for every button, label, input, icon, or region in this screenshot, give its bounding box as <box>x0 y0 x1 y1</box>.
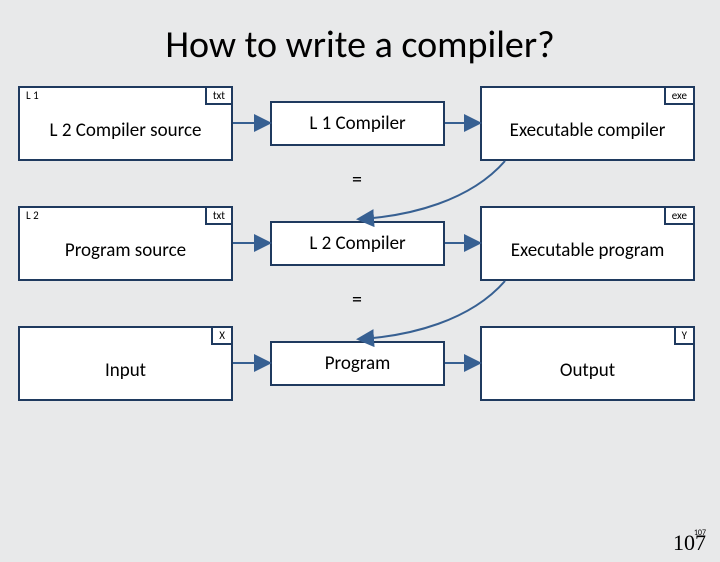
type-tag-x: X <box>211 328 231 345</box>
label-mid2: L 2 Compiler <box>309 232 405 255</box>
lang-tag-l2: L 2 <box>20 208 45 223</box>
box-out2: exe Executable program <box>480 206 695 281</box>
lang-tag-l1: L 1 <box>20 88 45 103</box>
equals-2: = <box>352 288 362 312</box>
box-mid3: Program <box>270 341 445 386</box>
label-mid1: L 1 Compiler <box>309 112 405 135</box>
box-src2: L 2 txt Program source <box>18 206 233 281</box>
label-out1: Executable compiler <box>510 119 666 142</box>
diagram-stage: L 1 txt L 2 Compiler source L 1 Compiler… <box>0 86 720 546</box>
box-src3: X Input <box>18 326 233 401</box>
box-out1: exe Executable compiler <box>480 86 695 161</box>
box-mid1: L 1 Compiler <box>270 101 445 146</box>
equals-1: = <box>352 168 362 192</box>
label-src3: Input <box>105 359 146 382</box>
type-tag-exe-2: exe <box>664 208 693 225</box>
label-src1: L 2 Compiler source <box>50 119 202 142</box>
box-out3: Y Output <box>480 326 695 401</box>
type-tag-y: Y <box>674 328 693 345</box>
slide-title: How to write a compiler? <box>0 22 720 68</box>
type-tag-txt-1: txt <box>205 88 231 105</box>
box-src1: L 1 txt L 2 Compiler source <box>18 86 233 161</box>
page-number: 107 <box>673 530 706 556</box>
label-src2: Program source <box>65 239 186 262</box>
box-mid2: L 2 Compiler <box>270 221 445 266</box>
label-out2: Executable program <box>511 239 665 262</box>
type-tag-exe-1: exe <box>664 88 693 105</box>
label-out3: Output <box>560 359 615 382</box>
type-tag-txt-2: txt <box>205 208 231 225</box>
label-mid3: Program <box>325 352 391 375</box>
